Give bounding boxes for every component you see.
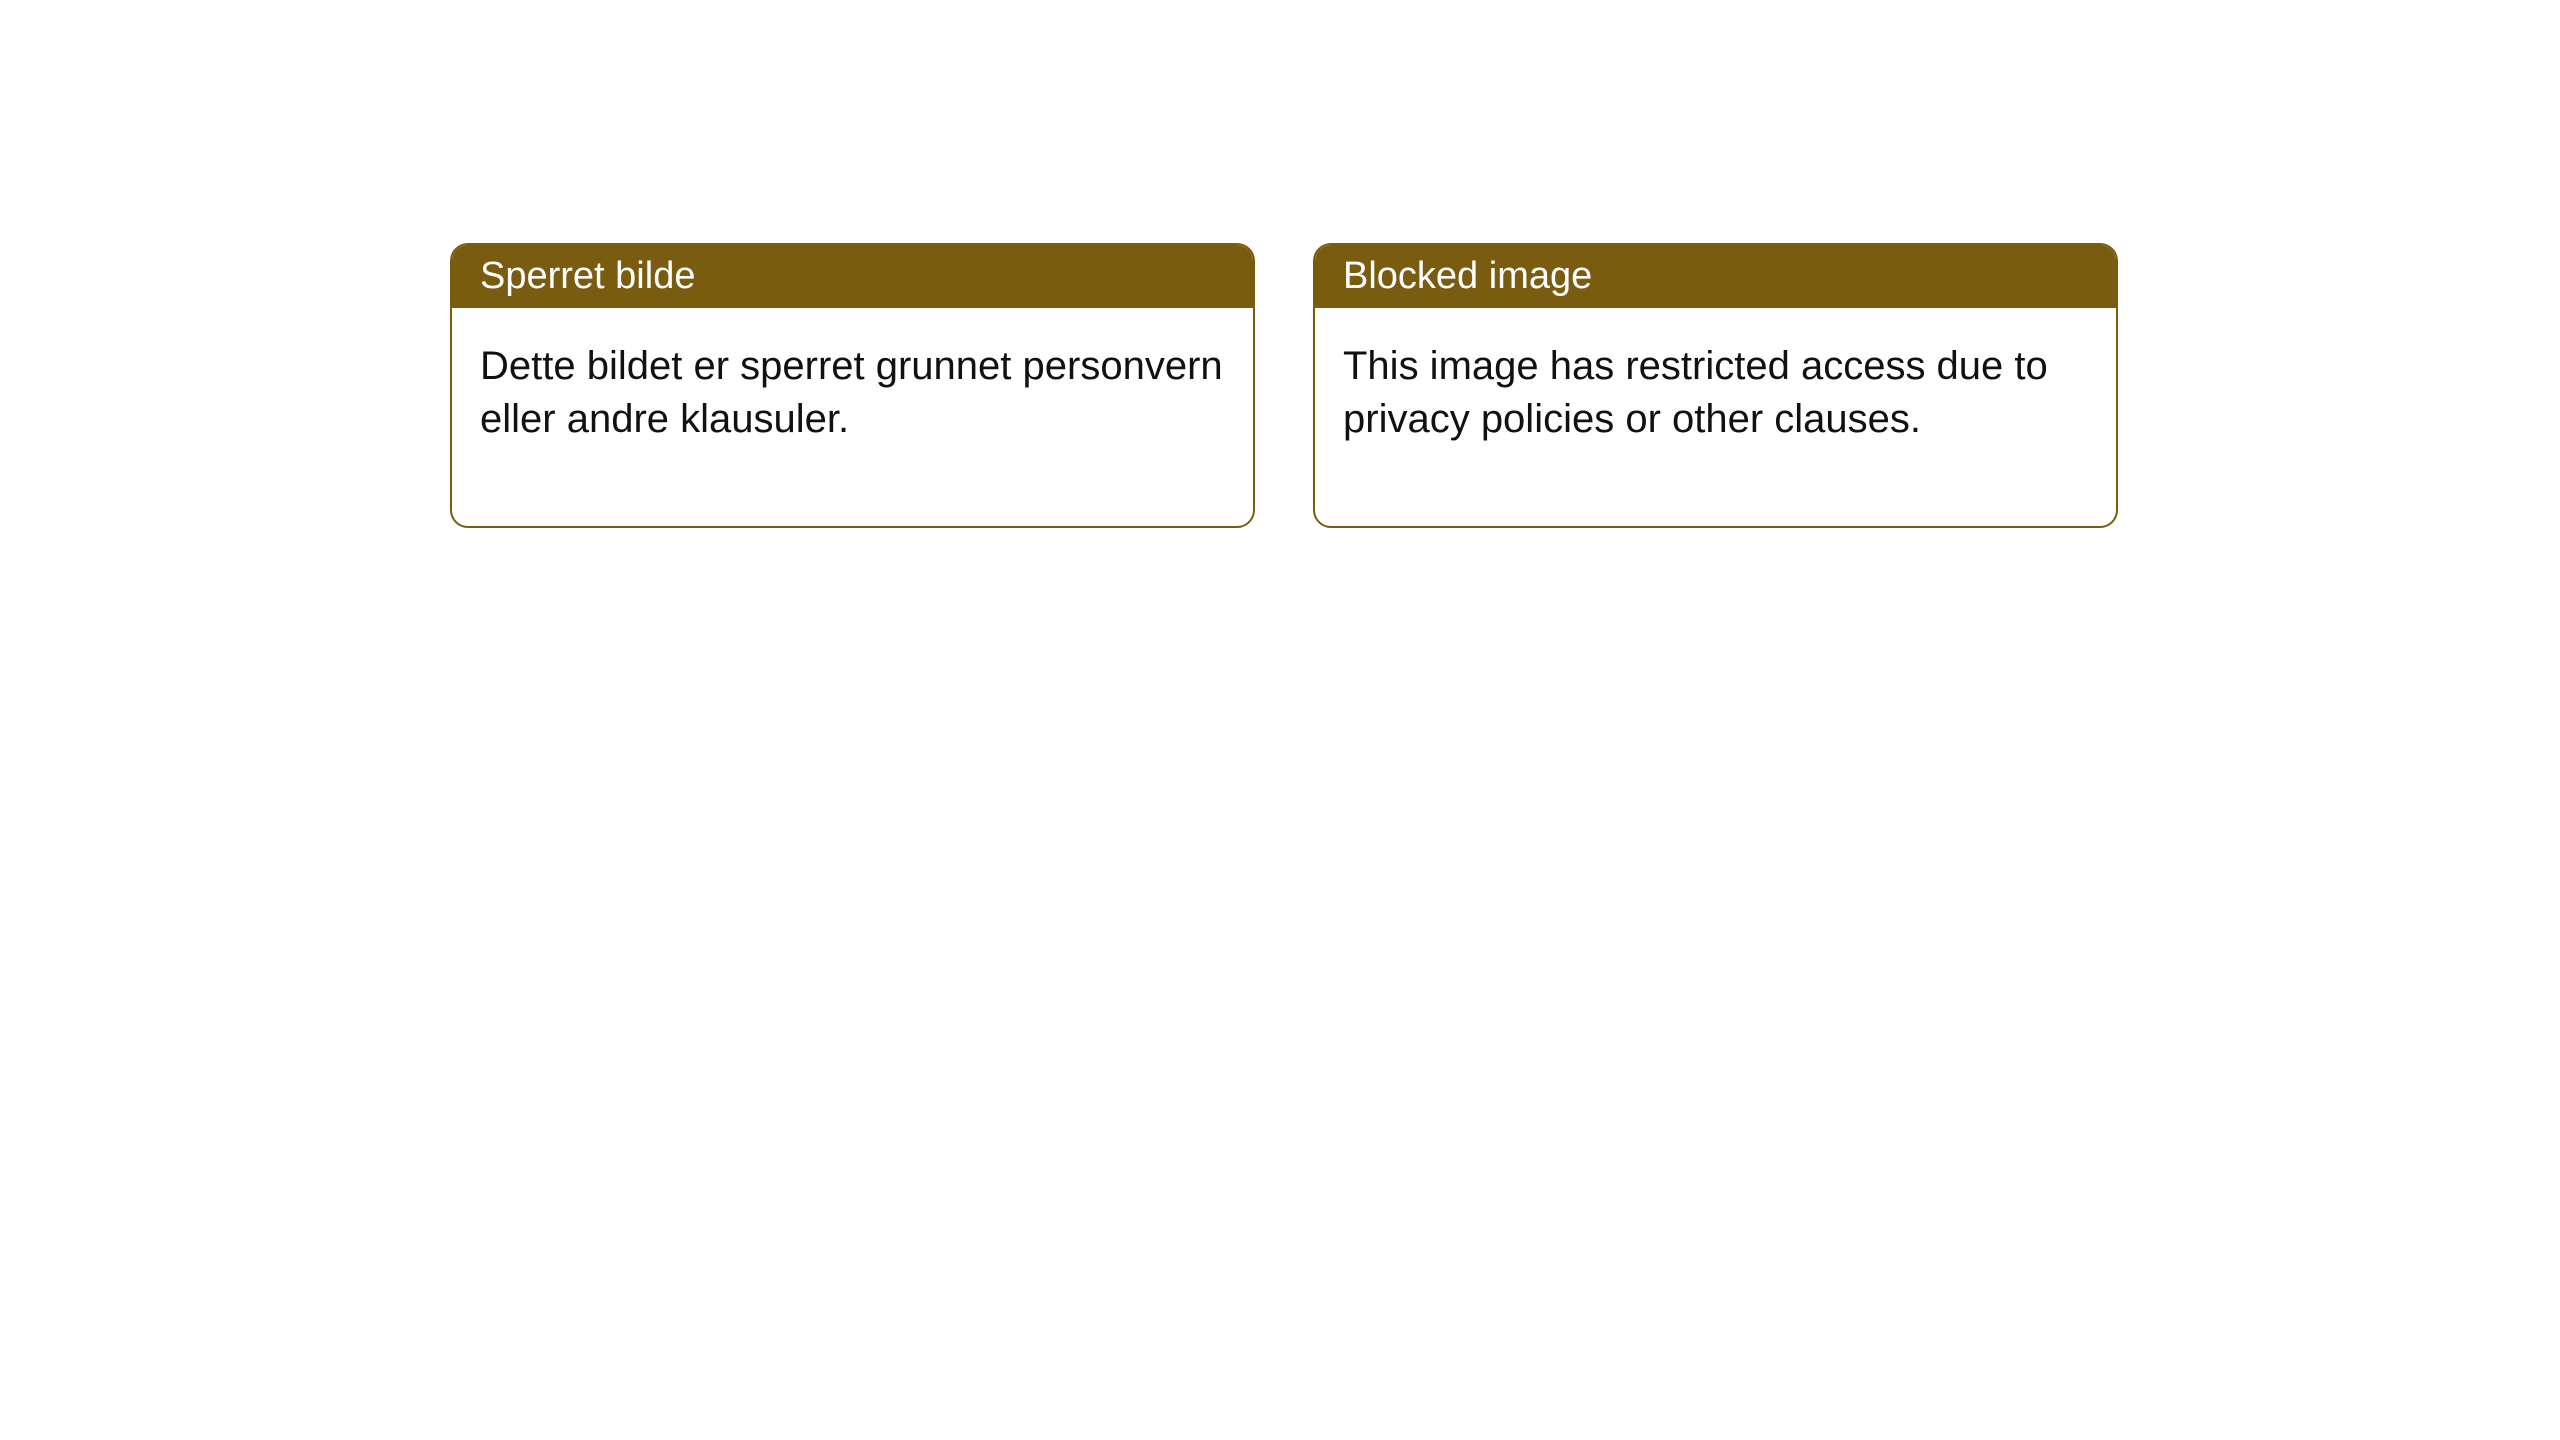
notice-title-nb: Sperret bilde: [452, 245, 1253, 308]
notice-title-en: Blocked image: [1315, 245, 2116, 308]
notice-container: Sperret bilde Dette bildet er sperret gr…: [450, 243, 2118, 528]
notice-body-en: This image has restricted access due to …: [1315, 308, 2116, 526]
notice-card-en: Blocked image This image has restricted …: [1313, 243, 2118, 528]
notice-card-nb: Sperret bilde Dette bildet er sperret gr…: [450, 243, 1255, 528]
notice-body-nb: Dette bildet er sperret grunnet personve…: [452, 308, 1253, 526]
